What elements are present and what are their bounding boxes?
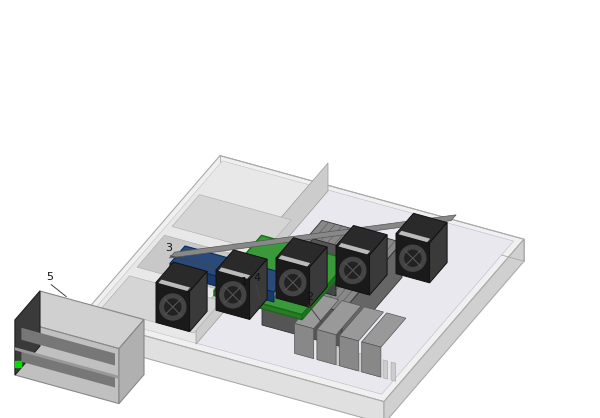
Circle shape bbox=[405, 250, 421, 266]
Polygon shape bbox=[102, 276, 221, 333]
Polygon shape bbox=[336, 225, 387, 255]
Polygon shape bbox=[310, 247, 327, 307]
Polygon shape bbox=[278, 255, 310, 267]
Circle shape bbox=[340, 257, 366, 283]
Polygon shape bbox=[80, 155, 524, 402]
Polygon shape bbox=[250, 259, 267, 319]
Polygon shape bbox=[22, 350, 115, 387]
Polygon shape bbox=[15, 291, 40, 375]
Polygon shape bbox=[362, 342, 381, 377]
Polygon shape bbox=[196, 163, 328, 344]
Polygon shape bbox=[119, 320, 144, 404]
Polygon shape bbox=[216, 270, 250, 319]
Circle shape bbox=[280, 270, 306, 296]
Polygon shape bbox=[391, 362, 396, 381]
Polygon shape bbox=[288, 268, 336, 296]
Polygon shape bbox=[218, 268, 250, 279]
Circle shape bbox=[285, 275, 301, 291]
Polygon shape bbox=[383, 360, 388, 379]
Polygon shape bbox=[156, 283, 190, 331]
Text: 4: 4 bbox=[253, 273, 260, 283]
Polygon shape bbox=[338, 243, 370, 255]
Polygon shape bbox=[384, 239, 524, 418]
Polygon shape bbox=[170, 246, 289, 292]
Polygon shape bbox=[302, 260, 349, 320]
Polygon shape bbox=[362, 313, 406, 347]
Polygon shape bbox=[262, 290, 342, 347]
Circle shape bbox=[160, 294, 186, 320]
Polygon shape bbox=[15, 320, 119, 404]
Polygon shape bbox=[255, 263, 263, 267]
Polygon shape bbox=[396, 234, 430, 283]
Polygon shape bbox=[343, 349, 348, 368]
Polygon shape bbox=[276, 258, 310, 307]
Polygon shape bbox=[295, 294, 339, 329]
Text: 1: 1 bbox=[241, 278, 248, 288]
Polygon shape bbox=[214, 235, 349, 315]
Polygon shape bbox=[336, 246, 370, 295]
Polygon shape bbox=[287, 271, 295, 276]
Polygon shape bbox=[238, 283, 245, 288]
Polygon shape bbox=[430, 222, 447, 283]
Polygon shape bbox=[172, 195, 292, 252]
Polygon shape bbox=[396, 213, 447, 243]
Polygon shape bbox=[340, 307, 383, 341]
Circle shape bbox=[220, 282, 246, 308]
Polygon shape bbox=[375, 358, 380, 377]
Polygon shape bbox=[190, 271, 207, 331]
Polygon shape bbox=[216, 250, 267, 280]
Polygon shape bbox=[367, 355, 372, 375]
Text: 2: 2 bbox=[307, 292, 314, 302]
Polygon shape bbox=[340, 336, 359, 371]
Circle shape bbox=[225, 287, 241, 303]
Polygon shape bbox=[170, 215, 456, 258]
Polygon shape bbox=[91, 161, 328, 343]
Polygon shape bbox=[158, 280, 190, 291]
Polygon shape bbox=[351, 351, 356, 370]
Circle shape bbox=[345, 263, 361, 278]
Circle shape bbox=[400, 245, 426, 271]
Polygon shape bbox=[22, 328, 115, 365]
Circle shape bbox=[165, 299, 181, 315]
Polygon shape bbox=[317, 329, 336, 365]
Text: 3: 3 bbox=[166, 243, 173, 253]
Polygon shape bbox=[269, 291, 277, 296]
Polygon shape bbox=[335, 347, 340, 366]
Polygon shape bbox=[156, 262, 207, 292]
Polygon shape bbox=[317, 301, 361, 335]
Polygon shape bbox=[170, 263, 274, 302]
Polygon shape bbox=[15, 291, 144, 349]
Polygon shape bbox=[137, 235, 257, 293]
Polygon shape bbox=[15, 347, 119, 379]
Polygon shape bbox=[170, 265, 202, 280]
Polygon shape bbox=[295, 324, 314, 359]
Polygon shape bbox=[80, 318, 384, 418]
Polygon shape bbox=[91, 161, 514, 394]
Polygon shape bbox=[398, 231, 430, 242]
Polygon shape bbox=[370, 235, 387, 295]
Polygon shape bbox=[276, 238, 327, 267]
Polygon shape bbox=[214, 291, 302, 320]
Polygon shape bbox=[262, 220, 402, 312]
Text: 5: 5 bbox=[46, 272, 53, 282]
Polygon shape bbox=[288, 239, 361, 281]
Polygon shape bbox=[359, 353, 364, 372]
Polygon shape bbox=[342, 242, 402, 347]
